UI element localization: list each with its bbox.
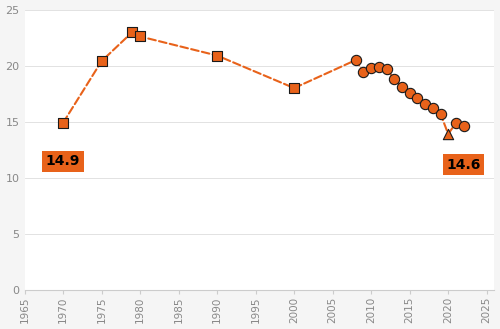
Text: 14.6: 14.6 bbox=[446, 158, 481, 172]
Point bbox=[98, 59, 106, 64]
Point bbox=[59, 120, 67, 125]
Point bbox=[360, 70, 368, 75]
Point bbox=[444, 132, 452, 137]
Text: 14.9: 14.9 bbox=[46, 154, 80, 168]
Point bbox=[460, 124, 468, 129]
Point bbox=[390, 76, 398, 82]
Point bbox=[367, 65, 375, 70]
Point bbox=[136, 34, 144, 39]
Point bbox=[375, 64, 383, 69]
Point bbox=[290, 86, 298, 91]
Point bbox=[414, 95, 422, 101]
Point bbox=[429, 106, 437, 111]
Point bbox=[128, 29, 136, 35]
Point bbox=[352, 57, 360, 63]
Point bbox=[436, 111, 444, 116]
Point bbox=[406, 90, 413, 95]
Point bbox=[213, 53, 221, 58]
Point bbox=[452, 120, 460, 125]
Point bbox=[398, 84, 406, 89]
Point bbox=[421, 101, 429, 106]
Point bbox=[382, 66, 390, 72]
